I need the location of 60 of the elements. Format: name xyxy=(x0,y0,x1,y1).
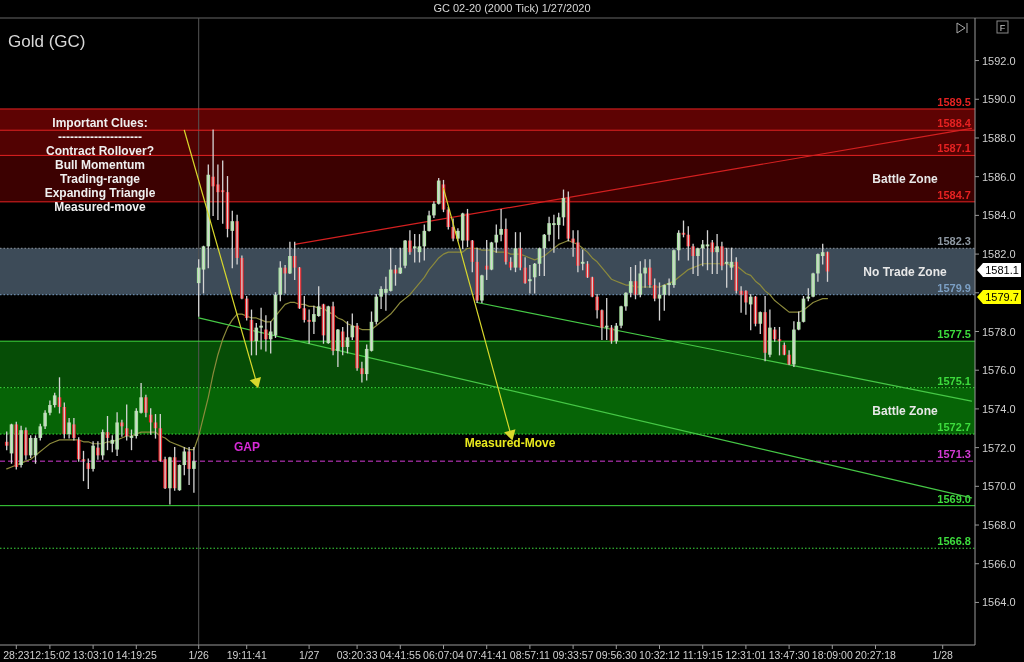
x-tick-label: 03:20:33 xyxy=(336,649,378,661)
x-tick-label: 12:15:02 xyxy=(29,649,71,661)
annotation: Important Clues: --------------------- Contract Rollover? Bull Momentum Trading-range Expanding Triangle Measured-move xyxy=(44,116,156,214)
ref-line-label: 1584.7 xyxy=(937,188,971,201)
x-tick-label: 11:19:15 xyxy=(682,649,723,661)
ref-line-label: 1575.1 xyxy=(937,374,971,387)
f-button: F xyxy=(996,20,1009,34)
y-tick-label: 1592.0 xyxy=(982,54,1016,67)
y-tick-label: 1570.0 xyxy=(982,480,1016,493)
y-tick-label: 1582.0 xyxy=(982,248,1016,261)
y-tick-label: 1578.0 xyxy=(982,325,1016,338)
ref-line-label: 1587.1 xyxy=(937,142,971,155)
x-tick-label: 1/28 xyxy=(932,649,954,661)
annotation: Measured-Move xyxy=(464,436,556,450)
x-tick-label: 18:09:00 xyxy=(811,649,853,661)
band-label: Battle Zone xyxy=(872,171,938,186)
ref-line-label: 1572.7 xyxy=(937,421,971,434)
x-tick-label: 13:47:30 xyxy=(768,649,810,661)
ref-line-label: 1566.8 xyxy=(937,535,971,548)
ref-line-label: 1569.0 xyxy=(937,492,971,505)
y-tick-label: 1574.0 xyxy=(982,402,1016,415)
text: 1581.1 xyxy=(985,264,1019,276)
text: Gold (GC) xyxy=(8,32,86,51)
x-tick-label: 08:57:11 xyxy=(509,649,551,661)
y-tick-label: 1568.0 xyxy=(982,519,1016,532)
y-tick-label: 1590.0 xyxy=(982,93,1016,106)
x-tick-label: 1/27 xyxy=(298,649,320,661)
x-tick-label: 10:32:12 xyxy=(639,649,681,661)
chart-title: GC 02-20 (2000 Tick) 1/27/2020 xyxy=(433,2,591,14)
x-tick-label: 07:41:41 xyxy=(466,649,508,661)
x-tick-label: 19:11:41 xyxy=(226,649,267,661)
ref-line-label: 1588.4 xyxy=(937,117,972,130)
x-tick-label: 28:23 xyxy=(3,649,30,661)
x-tick-label: 14:19:25 xyxy=(115,649,157,661)
x-tick-label: 09:33:57 xyxy=(552,649,594,661)
x-tick-label: 04:41:55 xyxy=(379,649,421,661)
y-tick-label: 1588.0 xyxy=(982,131,1016,144)
y-tick-label: 1566.0 xyxy=(982,557,1016,570)
x-tick-label: 13:03:10 xyxy=(72,649,114,661)
annotation: GAP xyxy=(233,440,261,454)
band-label: Battle Zone xyxy=(872,403,938,418)
text: 1579.7 xyxy=(985,291,1019,303)
candlestick xyxy=(297,266,302,309)
x-tick-label: 06:07:04 xyxy=(423,649,465,661)
ref-line-label: 1571.3 xyxy=(937,448,971,461)
y-tick-label: 1576.0 xyxy=(982,364,1016,377)
ref-line-label: 1579.9 xyxy=(937,281,971,294)
ref-line-label: 1582.3 xyxy=(937,235,971,248)
x-tick-label: 20:27:18 xyxy=(855,649,897,661)
y-tick-label: 1586.0 xyxy=(982,170,1016,183)
y-tick-label: 1564.0 xyxy=(982,596,1016,609)
band-label: No Trade Zone xyxy=(863,264,947,279)
ref-line-label: 1589.5 xyxy=(937,95,971,108)
x-tick-label: 09:56:30 xyxy=(595,649,637,661)
x-tick-label: 1/26 xyxy=(188,649,210,661)
line-series xyxy=(6,239,829,470)
x-tick-label: 12:31:01 xyxy=(725,649,767,661)
ref-line-label: 1577.5 xyxy=(937,328,971,341)
y-tick-label: 1584.0 xyxy=(982,209,1016,222)
y-tick-label: 1572.0 xyxy=(982,441,1016,454)
